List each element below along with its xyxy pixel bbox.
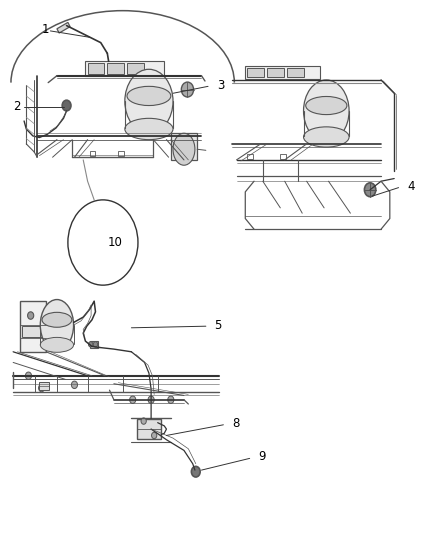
Bar (20, 301, 46, 352)
Text: 8: 8 (232, 417, 240, 430)
Ellipse shape (108, 240, 126, 253)
Ellipse shape (28, 312, 34, 319)
Text: 2: 2 (13, 100, 21, 113)
Ellipse shape (152, 432, 157, 439)
Bar (267, 68, 284, 77)
Bar (90, 341, 98, 348)
Bar (107, 63, 124, 74)
Bar (137, 419, 161, 439)
Bar (85, 61, 164, 76)
Text: 9: 9 (258, 450, 266, 463)
Ellipse shape (71, 381, 78, 389)
Ellipse shape (304, 80, 349, 142)
Bar (90, 151, 95, 156)
Ellipse shape (62, 100, 71, 111)
Ellipse shape (125, 69, 173, 133)
Ellipse shape (125, 118, 173, 140)
Ellipse shape (42, 312, 72, 327)
Bar (280, 154, 286, 159)
Ellipse shape (304, 127, 349, 147)
Ellipse shape (25, 372, 32, 379)
Bar (247, 154, 253, 159)
Text: 10: 10 (107, 236, 122, 249)
Ellipse shape (127, 86, 171, 106)
Ellipse shape (80, 232, 98, 245)
Text: 5: 5 (215, 319, 222, 332)
Ellipse shape (141, 418, 146, 424)
Bar (127, 63, 144, 74)
Ellipse shape (306, 96, 347, 115)
Ellipse shape (93, 342, 98, 347)
Bar (22, 326, 43, 337)
Ellipse shape (88, 342, 93, 347)
Circle shape (68, 200, 138, 285)
Ellipse shape (40, 337, 74, 352)
Bar (88, 63, 104, 74)
Bar (118, 151, 124, 156)
Bar (39, 382, 49, 390)
Text: 3: 3 (217, 79, 224, 92)
Ellipse shape (191, 466, 200, 477)
Bar (171, 133, 197, 160)
Ellipse shape (364, 183, 376, 197)
Ellipse shape (39, 384, 45, 392)
Ellipse shape (130, 396, 136, 403)
Ellipse shape (181, 82, 194, 97)
Bar (287, 68, 304, 77)
Bar (245, 66, 320, 79)
Ellipse shape (173, 133, 195, 165)
Ellipse shape (168, 396, 174, 403)
Ellipse shape (40, 300, 74, 351)
Polygon shape (57, 22, 70, 33)
Text: 4: 4 (407, 180, 415, 193)
Bar (247, 68, 264, 77)
Text: 1: 1 (42, 23, 49, 36)
Ellipse shape (148, 396, 154, 403)
